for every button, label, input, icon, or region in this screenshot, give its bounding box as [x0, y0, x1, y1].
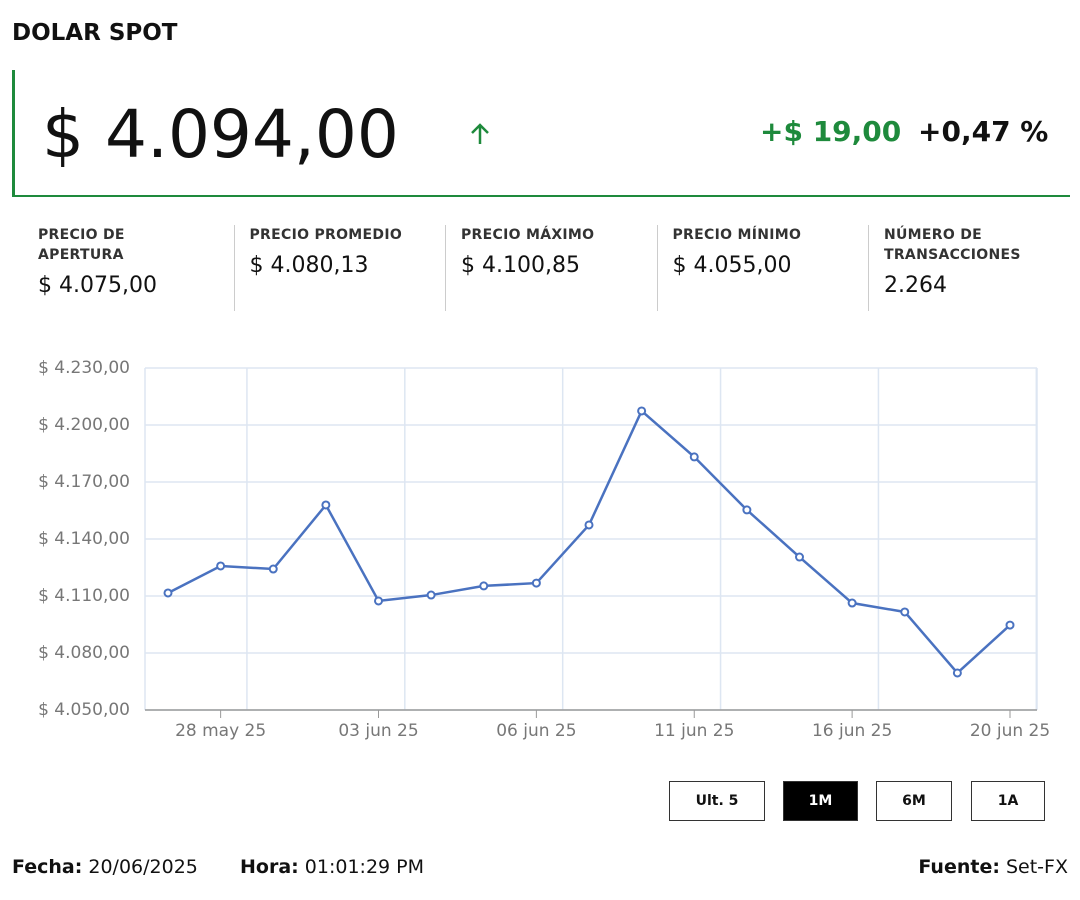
point [584, 520, 594, 530]
date: Fecha: 20/06/2025 [12, 856, 198, 878]
stat: PRECIO PROMEDIO $ 4.080,13 [250, 225, 425, 311]
point [637, 406, 647, 416]
stat-value: $ 4.055,00 [672, 253, 792, 278]
price: $ 4.094,00 [42, 96, 399, 173]
point [531, 578, 541, 588]
x-tick-label: 20 jun 25 [970, 721, 1050, 741]
y-tick-label: $ 4.230,00 [38, 358, 130, 378]
x-tick-label: 06 jun 25 [496, 721, 576, 741]
y-tick-label: $ 4.110,00 [38, 586, 130, 606]
source-label: Fuente: [918, 856, 1000, 878]
point [268, 564, 278, 574]
divider [233, 225, 235, 311]
point [742, 505, 752, 515]
time-label: Hora: [240, 856, 299, 878]
time: Hora: 01:01:29 PM [240, 856, 424, 878]
divider [656, 225, 658, 311]
price-line [167, 408, 1011, 675]
y-tick-label: $ 4.080,00 [38, 643, 130, 663]
x-tick-label: 11 jun 25 [654, 721, 734, 741]
range-button[interactable]: Ult. 5 [669, 781, 765, 821]
y-tick-label: $ 4.140,00 [38, 529, 130, 549]
point [479, 581, 489, 591]
stat-label: PRECIO DE APERTURA [38, 227, 125, 263]
stat-label: PRECIO MÁXIMO [461, 227, 595, 243]
point [900, 607, 910, 617]
price-box [12, 70, 1070, 197]
y-tick-label: $ 4.170,00 [38, 472, 130, 492]
stat: PRECIO MÍNIMO $ 4.055,00 [673, 225, 848, 311]
point [163, 588, 173, 598]
divider [868, 225, 869, 311]
range-button[interactable]: 6M [876, 781, 952, 821]
point [216, 561, 226, 571]
stat: PRECIO DE APERTURA $ 4.075,00 [38, 225, 213, 311]
point [321, 500, 331, 510]
x-tick-label: 28 may 25 [175, 721, 266, 741]
date-label: Fecha: [12, 856, 83, 878]
x-tick-label: 16 jun 25 [812, 721, 892, 741]
y-tick-label: $ 4.050,00 [38, 700, 130, 720]
point [374, 596, 383, 606]
chart: $ 4.050,00 $ 4.080,00 $ 4.110,00 $ 4.140,00… [38, 358, 1050, 741]
point [847, 598, 857, 608]
stat: PRECIO MÁXIMO $ 4.100,85 [461, 225, 636, 311]
source: Fuente: Set-FX [918, 856, 1068, 878]
range-button[interactable]: 1M [783, 781, 858, 821]
point [1005, 620, 1015, 630]
stat-value: $ 4.100,85 [461, 253, 580, 278]
date-value: 20/06/2025 [88, 856, 198, 878]
stat-label: PRECIO MÍNIMO [672, 227, 802, 243]
stat-label: NÚMERO DE TRANSACCIONES [884, 227, 1021, 263]
stat-label: PRECIO PROMEDIO [249, 227, 403, 243]
point [426, 590, 436, 600]
time-value: 01:01:29 PM [304, 856, 425, 878]
point [952, 668, 962, 678]
source-value: Set-FX [1005, 856, 1068, 878]
point [795, 552, 804, 562]
range-button[interactable]: 1A [971, 781, 1045, 821]
stat-value: $ 4.080,13 [249, 253, 369, 278]
stat-value: 2.264 [884, 273, 947, 298]
x-tick-label: 03 jun 25 [338, 721, 418, 741]
title: DOLAR SPOT [12, 20, 178, 46]
up-arrow [471, 123, 489, 144]
y-tick-label: $ 4.200,00 [38, 415, 130, 435]
stat: NÚMERO DE TRANSACCIONES 2.264 [884, 225, 1059, 311]
divider [445, 225, 446, 311]
stat-value: $ 4.075,00 [38, 273, 157, 298]
point [689, 452, 699, 462]
change-pct: +0,47 % [918, 115, 1049, 148]
change: +$ 19,00 [760, 115, 902, 148]
